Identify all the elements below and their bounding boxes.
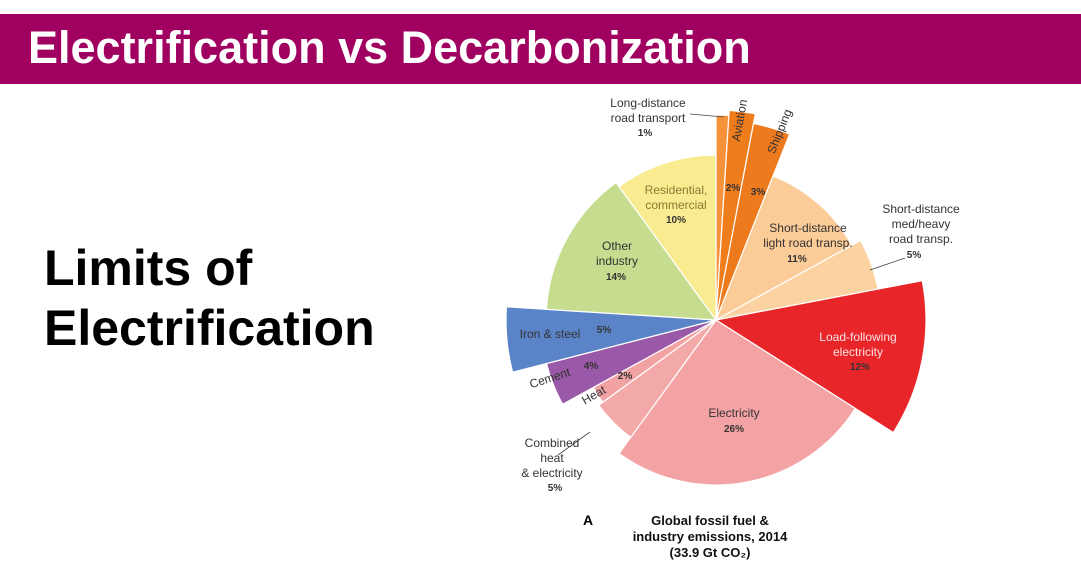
slice-label: Electricity bbox=[708, 406, 760, 420]
chart-title: Global fossil fuel & industry emissions,… bbox=[632, 513, 788, 560]
slice-label: Iron & steel bbox=[519, 327, 581, 341]
pie-slice bbox=[597, 319, 717, 439]
value-label: 3% bbox=[750, 187, 766, 198]
value-label: 12% bbox=[849, 362, 871, 373]
pie-slice bbox=[714, 175, 853, 322]
value-label: 5% bbox=[547, 483, 563, 494]
heading: Limits of Electrification bbox=[44, 240, 375, 356]
slice-label: Short-distance med/heavy road transp. bbox=[882, 202, 960, 246]
pie-slice bbox=[505, 306, 717, 373]
value-label: 4% bbox=[583, 361, 599, 372]
value-label: 10% bbox=[665, 215, 687, 226]
value-label: 11% bbox=[787, 254, 807, 265]
value-label: 2% bbox=[725, 183, 741, 194]
slice-label: Short-distance light road transp. bbox=[763, 221, 853, 250]
value-label: 5% bbox=[596, 325, 612, 336]
leader-line bbox=[557, 431, 591, 456]
value-label: 2% bbox=[617, 371, 633, 382]
value-label: 5% bbox=[906, 250, 922, 261]
pie-slice bbox=[618, 154, 717, 322]
title-bar bbox=[0, 14, 1081, 84]
value-label: 1% bbox=[637, 128, 653, 139]
slide-title: Electrification vs Decarbonization bbox=[28, 22, 751, 73]
value-label: 14% bbox=[605, 272, 627, 283]
leader-line bbox=[689, 113, 725, 118]
slice-label: Load-following electricity bbox=[819, 330, 897, 359]
leader-line bbox=[869, 257, 906, 271]
slice-label: Residential, commercial bbox=[644, 183, 708, 212]
slice-label: Combined heat & electricity bbox=[521, 436, 583, 480]
slice-label: Long-distance road transport bbox=[610, 96, 686, 125]
panel-label: A bbox=[583, 512, 594, 528]
pie-slice bbox=[618, 319, 857, 486]
pie-slice bbox=[714, 279, 927, 434]
pie-slice bbox=[545, 181, 718, 321]
pie-slice bbox=[715, 122, 791, 321]
value-label: 26% bbox=[723, 424, 745, 435]
slice-label: Other industry bbox=[595, 239, 639, 268]
